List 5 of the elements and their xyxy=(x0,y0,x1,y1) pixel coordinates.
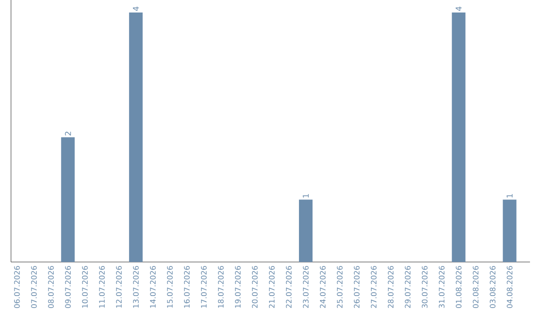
data-label: 2 xyxy=(64,132,71,136)
data-label: 1 xyxy=(302,194,309,198)
data-label: 4 xyxy=(132,6,139,11)
data-label: 4 xyxy=(456,6,462,11)
data-label: 1 xyxy=(506,194,513,198)
